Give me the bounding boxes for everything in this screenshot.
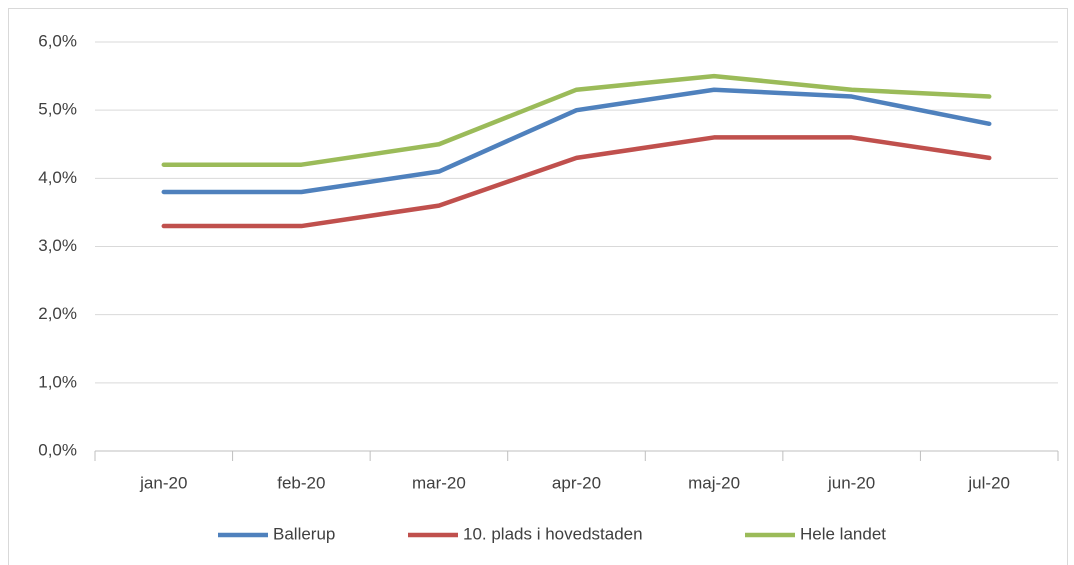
line-series [161, 87, 992, 195]
legend-label: Ballerup [273, 524, 335, 543]
x-tick-label: feb-20 [277, 473, 325, 492]
y-tick-label: 6,0% [38, 31, 77, 50]
x-tick-label: maj-20 [688, 473, 740, 492]
y-tick-label: 3,0% [38, 236, 77, 255]
x-tick-label: jul-20 [967, 473, 1010, 492]
line-series [161, 73, 992, 167]
legend-label: Hele landet [800, 524, 886, 543]
chart-frame [8, 8, 1068, 565]
legend-label: 10. plads i hovedstaden [463, 524, 643, 543]
y-tick-label: 0,0% [38, 440, 77, 459]
line-series [161, 135, 992, 229]
x-tick-label: mar-20 [412, 473, 466, 492]
y-tick-label: 2,0% [38, 304, 77, 323]
y-tick-label: 1,0% [38, 372, 77, 391]
x-tick-label: jun-20 [827, 473, 875, 492]
x-tick-label: apr-20 [552, 473, 601, 492]
x-tick-label: jan-20 [139, 473, 187, 492]
y-tick-label: 4,0% [38, 168, 77, 187]
y-tick-label: 5,0% [38, 100, 77, 119]
